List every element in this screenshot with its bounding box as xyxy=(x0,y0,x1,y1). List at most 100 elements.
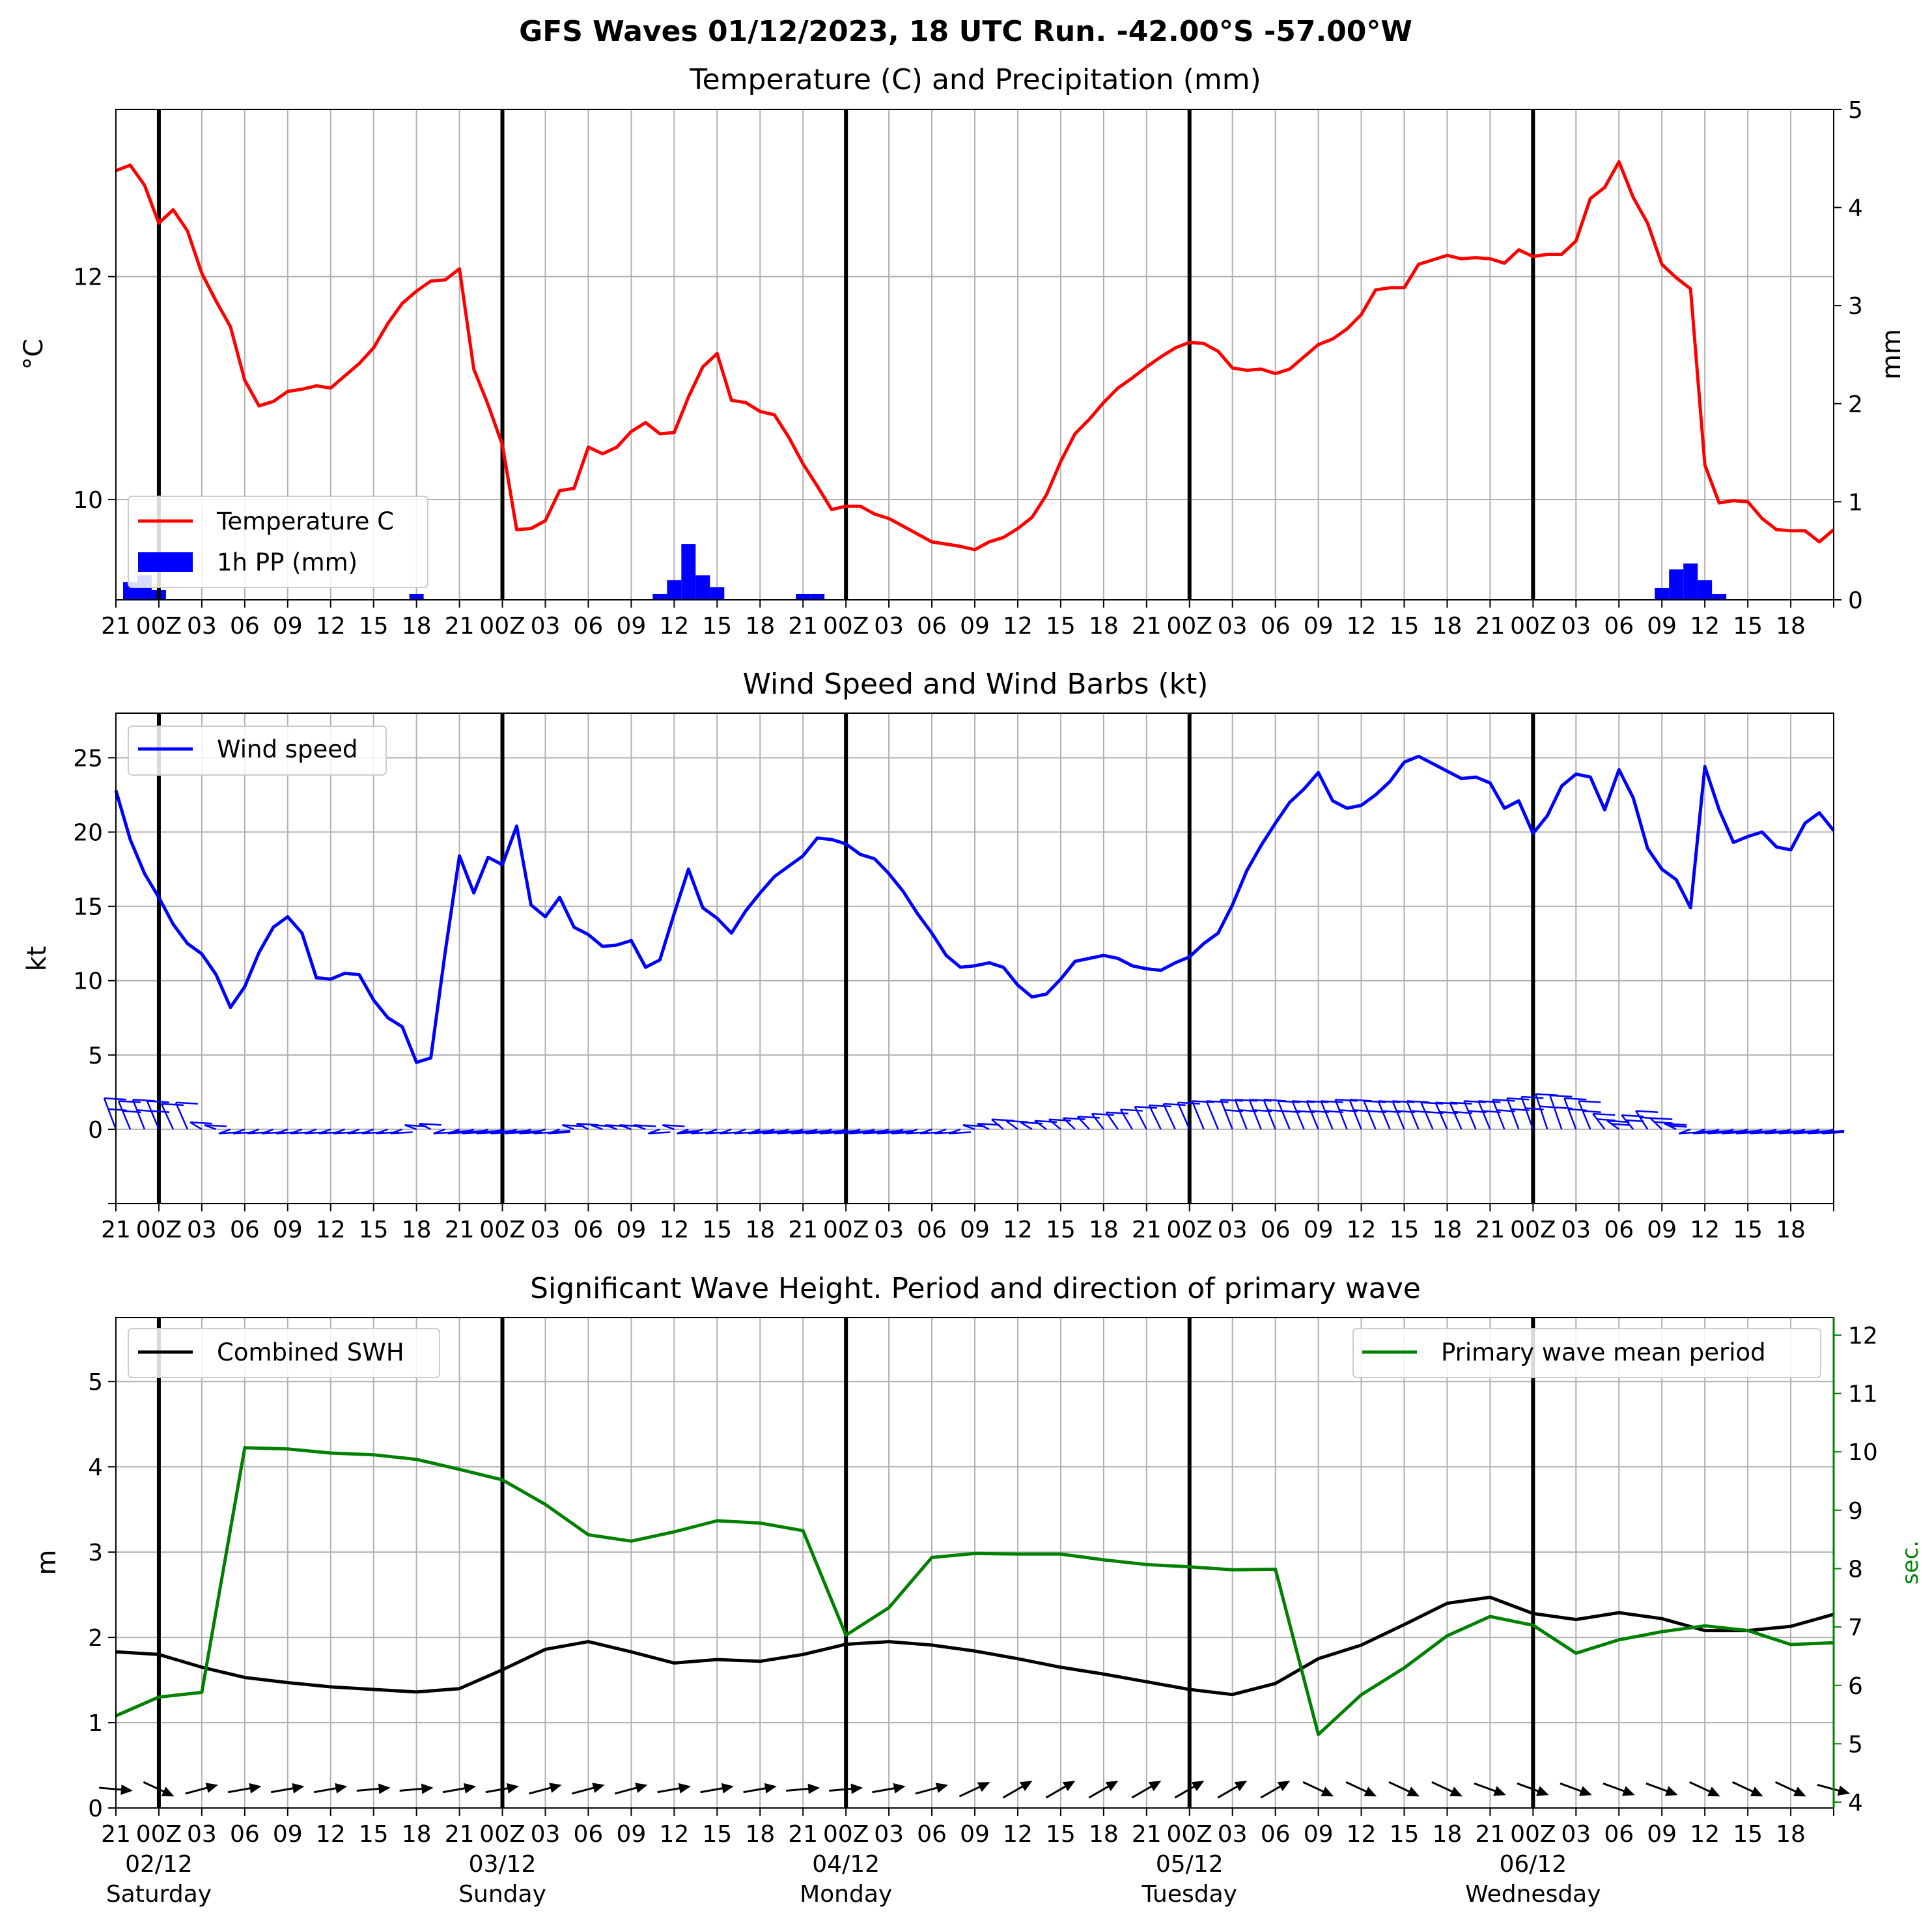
period-legend: Primary wave mean period xyxy=(1352,1328,1821,1378)
wind-barb xyxy=(1363,1100,1386,1130)
x-tick-label: 12 xyxy=(659,613,689,640)
x-tick-label: 21 xyxy=(445,1217,475,1243)
swh-legend-label: Combined SWH xyxy=(217,1338,404,1366)
x-tick-label: 15 xyxy=(1046,613,1076,640)
legend-box xyxy=(1352,1328,1821,1378)
legend-box xyxy=(128,1328,440,1378)
x-tick-label: 18 xyxy=(745,613,775,640)
x-tick-label: 03 xyxy=(187,613,217,640)
wind-barb xyxy=(1048,1118,1071,1130)
x-tick-label: 18 xyxy=(1433,613,1463,640)
precip-legend-label: 1h PP (mm) xyxy=(217,548,357,576)
x-tick-label: 09 xyxy=(273,613,303,640)
y-tick-label: 5 xyxy=(88,1043,103,1069)
y-tick-label: 2 xyxy=(88,1625,103,1652)
x-tick-label: 06 xyxy=(1261,1217,1291,1243)
y-tick-label: 0 xyxy=(88,1117,103,1144)
x-tick-label: 00Z xyxy=(136,1821,182,1848)
x-tick-label: 03 xyxy=(874,613,904,640)
x-tick-label: 18 xyxy=(402,1217,432,1243)
x-tick-label: 00Z xyxy=(823,1821,869,1848)
x-tick-label: 21 xyxy=(1475,613,1505,640)
x-tick-label: 00Z xyxy=(1167,613,1212,640)
wave-direction-arrow xyxy=(829,1783,863,1794)
wind-barb xyxy=(1449,1101,1472,1130)
precip-bar xyxy=(710,587,725,600)
x-tick-label: 09 xyxy=(1304,613,1334,640)
x-tick-label: 12 xyxy=(1003,613,1033,640)
precip-bar xyxy=(652,593,667,600)
x-tick-label: 18 xyxy=(1433,1217,1463,1243)
wave-direction-arrow xyxy=(1002,1781,1033,1799)
temperature-legend: Temperature C 1h PP (mm) xyxy=(128,496,428,588)
x-tick-label: 00Z xyxy=(479,613,525,640)
x-tick-label: 06 xyxy=(1261,1821,1291,1848)
x-tick-label: 15 xyxy=(702,1821,732,1848)
precip-bar xyxy=(1698,580,1713,600)
temperature-legend-label: Temperature C xyxy=(216,507,394,535)
wave-direction-arrow xyxy=(1603,1782,1635,1796)
x-tick-label: 09 xyxy=(960,613,990,640)
wind-y-label: kt xyxy=(22,946,52,972)
wave-direction-arrows xyxy=(98,1781,1851,1799)
y-tick-label: 10 xyxy=(73,968,103,995)
x-tick-label: 12 xyxy=(1003,1217,1033,1243)
wind-chart-title: Wind Speed and Wind Barbs (kt) xyxy=(743,668,1209,701)
wave-direction-arrow xyxy=(1345,1781,1377,1797)
x-tick-label: 03 xyxy=(874,1821,904,1848)
x-tick-label: 09 xyxy=(1647,613,1677,640)
y2-tick-label: 3 xyxy=(1848,293,1863,320)
x-tick-label: 12 xyxy=(316,1821,346,1848)
x-tick-label: 18 xyxy=(745,1821,775,1848)
x-tick-label: 03 xyxy=(531,613,561,640)
x-tick-label: 12 xyxy=(1347,1821,1377,1848)
wave-panel: Significant Wave Height. Period and dire… xyxy=(32,1272,1924,1908)
y-tick-label: 12 xyxy=(73,264,103,291)
day-name-label: Sunday xyxy=(458,1881,546,1908)
swh-legend: Combined SWH xyxy=(128,1328,440,1378)
day-date-label: 02/12 xyxy=(125,1851,193,1878)
wind-barb xyxy=(132,1099,156,1130)
wind-barb xyxy=(1105,1111,1128,1130)
period-legend-label: Primary wave mean period xyxy=(1441,1338,1766,1366)
x-tick-label: 21 xyxy=(101,1821,131,1848)
y2-tick-label: 5 xyxy=(1848,97,1863,124)
wind-barb xyxy=(1063,1117,1085,1130)
x-tick-label: 15 xyxy=(1390,1217,1420,1243)
y2-tick-label: 1 xyxy=(1848,489,1863,516)
wave-direction-arrow xyxy=(1645,1782,1678,1796)
wave-direction-arrow xyxy=(1431,1781,1463,1797)
x-tick-label: 15 xyxy=(1733,1821,1763,1848)
x-tick-label: 09 xyxy=(616,1217,646,1243)
x-tick-label: 06 xyxy=(574,1217,604,1243)
wind-barb xyxy=(1091,1112,1114,1130)
y-tick-label: 15 xyxy=(73,894,103,921)
x-tick-label: 00Z xyxy=(823,1217,869,1243)
x-tick-label: 21 xyxy=(445,1821,475,1848)
precip-bar xyxy=(1669,569,1684,600)
temperature-y-label: °C xyxy=(19,339,49,370)
wind-barb xyxy=(1420,1101,1444,1130)
x-tick-label: 15 xyxy=(702,613,732,640)
x-tick-label: 00Z xyxy=(1167,1821,1212,1848)
wind-legend: Wind speed xyxy=(128,726,387,776)
wind-barb xyxy=(1635,1110,1659,1130)
x-tick-label: 12 xyxy=(659,1217,689,1243)
wave-direction-arrow xyxy=(743,1783,777,1794)
wave-direction-arrow xyxy=(485,1783,520,1794)
x-tick-label: 21 xyxy=(1132,1821,1162,1848)
wind-barb xyxy=(1649,1117,1673,1130)
day-name-label: Wednesday xyxy=(1465,1881,1601,1908)
x-tick-label: 12 xyxy=(1347,1217,1377,1243)
wind-barb xyxy=(1234,1099,1258,1130)
x-tick-label: 00Z xyxy=(1510,1217,1556,1243)
wind-barb xyxy=(1606,1120,1630,1130)
wind-barb xyxy=(1277,1100,1301,1130)
x-tick-label: 00Z xyxy=(136,1217,182,1243)
wind-barb xyxy=(1578,1100,1601,1130)
x-tick-label: 03 xyxy=(1218,1217,1248,1243)
x-tick-label: 12 xyxy=(1690,613,1720,640)
x-tick-label: 09 xyxy=(1304,1821,1334,1848)
